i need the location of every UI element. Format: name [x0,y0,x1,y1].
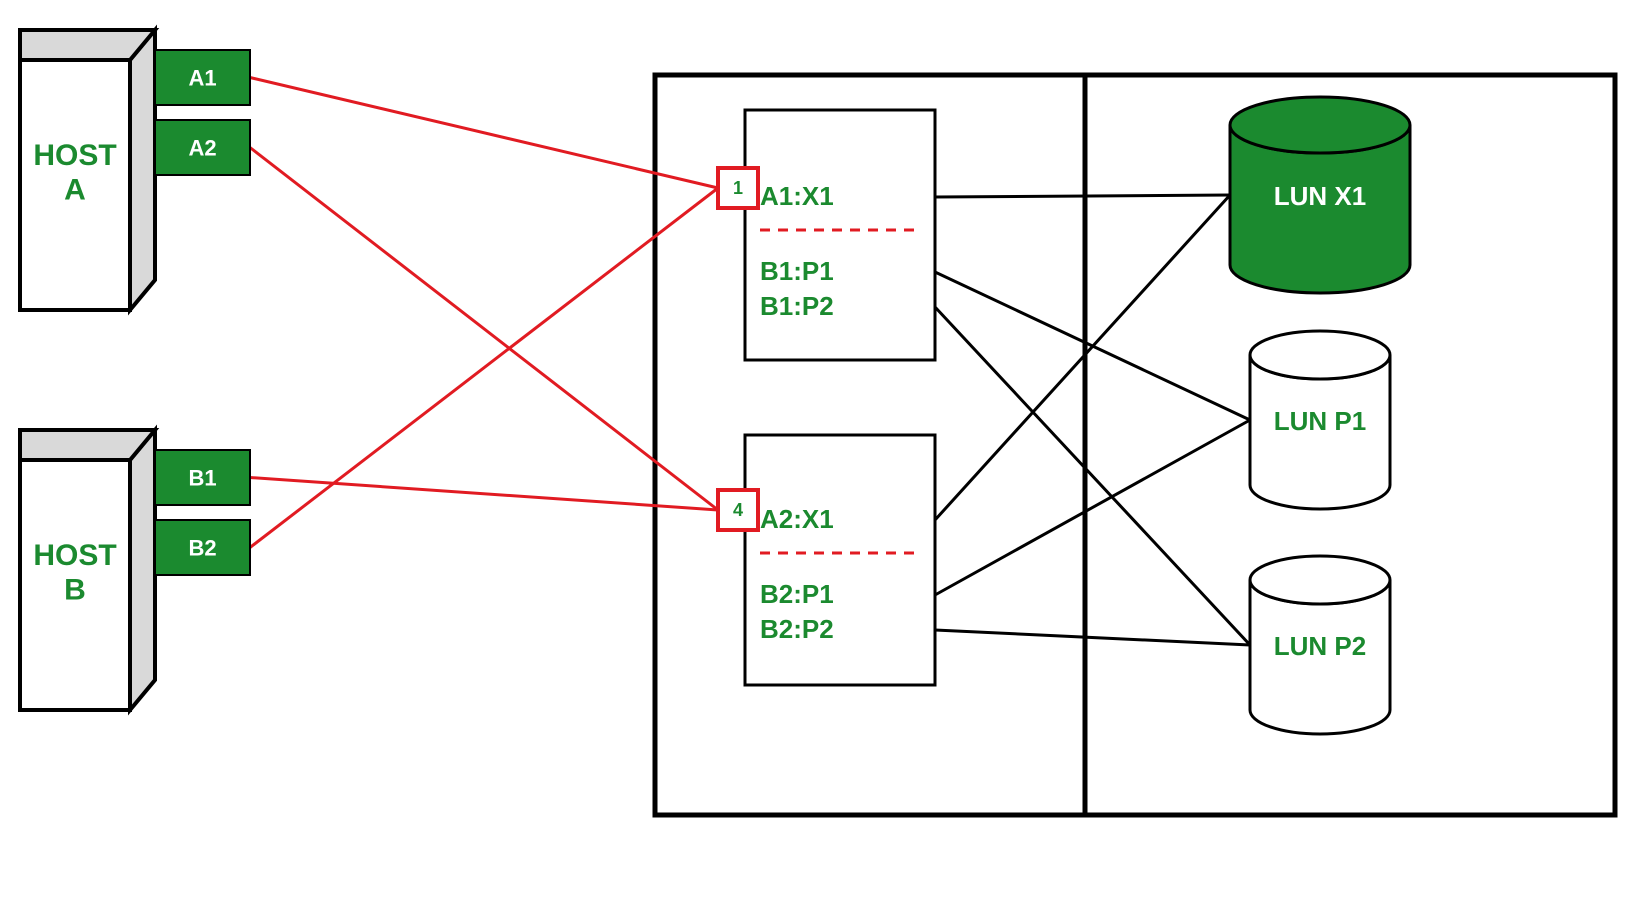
edge-map-b2p2-lun-p2 [935,630,1250,645]
ctrl-4 [745,435,935,685]
edge-map-b2p1-lun-p1 [935,420,1250,595]
hba-b2-label: B2 [188,536,216,561]
map-b1p1: B1:P1 [760,256,834,286]
edge-map-b1p2-lun-p2 [935,307,1250,645]
lun-p2: LUN P2 [1250,556,1390,734]
edge-map-a1x1-lun-x1 [935,195,1230,197]
host-b: HOSTBB1B2 [20,430,250,710]
port-1-label: 1 [733,178,743,198]
map-b2p1: B2:P1 [760,579,834,609]
edge-a2-port-4 [250,148,718,511]
lun-p1-label: LUN P1 [1274,406,1366,436]
map-b1p2: B1:P2 [760,291,834,321]
lun-p1: LUN P1 [1250,331,1390,509]
hba-a2-label: A2 [188,136,216,161]
map-a1x1: A1:X1 [760,181,834,211]
edge-a1-port-1 [250,78,718,189]
host-a: HOSTAA1A2 [20,30,250,310]
hba-a1-label: A1 [188,66,216,91]
map-b2p2: B2:P2 [760,614,834,644]
map-a2x1: A2:X1 [760,504,834,534]
lun-x1-label: LUN X1 [1274,181,1366,211]
hba-b1-label: B1 [188,466,216,491]
lun-p2-label: LUN P2 [1274,631,1366,661]
port-4-label: 4 [733,500,743,520]
ctrl-1 [745,110,935,360]
lun-x1: LUN X1 [1230,97,1410,293]
storage-topology-diagram: 1 A1:X1 B1:P1 B1:P2 4 A2:X1 B2:P1 B2:P2 LUN X1 LU… [0,0,1648,908]
